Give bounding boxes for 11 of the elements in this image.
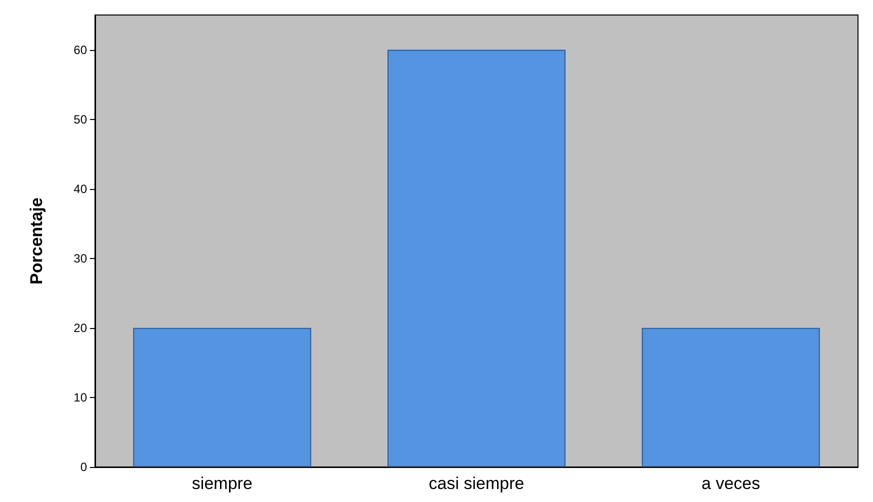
x-tick-label: siempre xyxy=(192,474,252,493)
y-tick-label: 60 xyxy=(74,42,88,57)
y-tick-label: 20 xyxy=(74,320,88,335)
x-tick-label: a veces xyxy=(702,474,760,493)
y-tick-label: 0 xyxy=(80,460,88,474)
y-tick-label: 50 xyxy=(74,112,88,126)
y-axis-title: Porcentaje xyxy=(27,198,46,284)
y-tick-label: 10 xyxy=(74,390,88,404)
y-tick-label: 30 xyxy=(74,251,88,266)
y-tick-label: 40 xyxy=(74,182,88,196)
x-tick-label: casi siempre xyxy=(428,474,524,493)
